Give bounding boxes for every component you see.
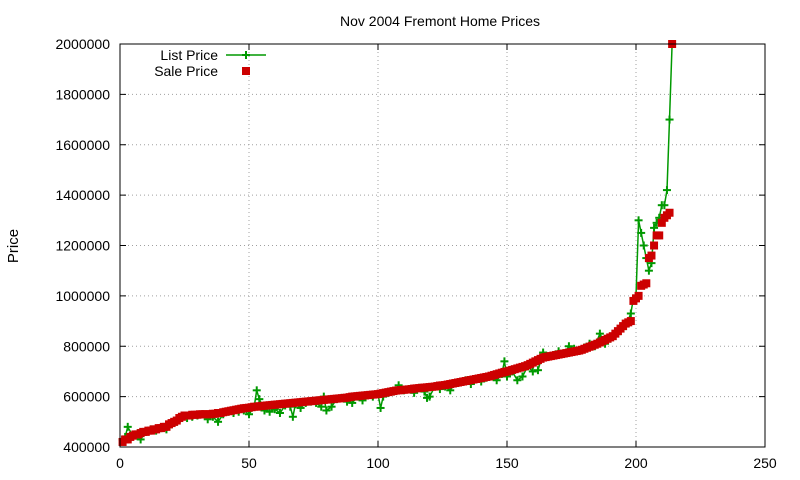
- list-price-series: [118, 40, 677, 444]
- y-tick-label: 600000: [63, 389, 110, 405]
- y-tick-label: 400000: [63, 439, 110, 455]
- sale-price-point: [647, 251, 656, 260]
- legend-item-sale-price: Sale Price: [154, 63, 250, 79]
- plot-frame: [119, 43, 766, 448]
- y-tick-label: 1800000: [55, 86, 110, 102]
- list-price-point: [513, 376, 522, 385]
- sale-price-point: [665, 208, 674, 217]
- y-tick-label: 1400000: [55, 187, 110, 203]
- legend-label: Sale Price: [154, 63, 218, 79]
- sale-price-point: [655, 231, 664, 240]
- list-price-point: [123, 422, 132, 431]
- list-price-point: [288, 412, 297, 421]
- list-price-point: [425, 392, 434, 401]
- list-price-point: [214, 417, 223, 426]
- list-price-point: [662, 186, 671, 195]
- x-tick-label: 0: [116, 455, 124, 471]
- list-price-point: [644, 266, 653, 275]
- sale-price-point: [650, 241, 659, 250]
- list-price-point: [533, 366, 542, 375]
- sale-price-point: [642, 279, 651, 288]
- sale-price-series: [118, 40, 677, 446]
- list-price-point: [500, 357, 509, 366]
- list-price-point: [665, 115, 674, 124]
- y-tick-label: 800000: [63, 338, 110, 354]
- legend-label: List Price: [160, 47, 218, 63]
- x-tick-label: 250: [753, 455, 777, 471]
- list-price-point: [634, 216, 643, 225]
- x-tick-label: 200: [624, 455, 648, 471]
- y-tick-label: 1200000: [55, 238, 110, 254]
- list-price-point: [322, 406, 331, 415]
- y-tick-label: 1000000: [55, 288, 110, 304]
- chart-title: Nov 2004 Fremont Home Prices: [340, 13, 540, 29]
- list-price-point: [637, 228, 646, 237]
- list-price-point: [595, 329, 604, 338]
- list-price-point: [660, 201, 669, 210]
- list-price-point: [275, 408, 284, 417]
- list-price-point: [376, 403, 385, 412]
- list-price-point: [327, 402, 336, 411]
- legend-marker: [242, 67, 250, 75]
- list-price-point: [255, 395, 264, 404]
- list-price-point: [518, 372, 527, 381]
- sale-price-point: [634, 291, 643, 300]
- sale-price-point: [626, 317, 635, 326]
- list-price-point: [528, 367, 537, 376]
- plot-series: [118, 40, 677, 446]
- list-price-point: [626, 309, 635, 318]
- x-tick-label: 50: [241, 455, 257, 471]
- list-price-point: [639, 241, 648, 250]
- legend-item-list-price: List Price: [160, 47, 266, 63]
- x-tick-label: 100: [366, 455, 390, 471]
- list-price-point: [650, 223, 659, 232]
- y-tick-label: 1600000: [55, 137, 110, 153]
- y-axis-label: Price: [5, 229, 22, 263]
- list-price-point: [252, 386, 261, 395]
- sale-price-point: [657, 218, 666, 227]
- y-tick-label: 2000000: [55, 36, 110, 52]
- x-tick-label: 150: [495, 455, 519, 471]
- legend-marker: [242, 51, 250, 59]
- axis-ticks: 0 50 100 150 200 250 400000 600000 800000 1000000…: [55, 36, 776, 471]
- list-price-line: [122, 43, 673, 441]
